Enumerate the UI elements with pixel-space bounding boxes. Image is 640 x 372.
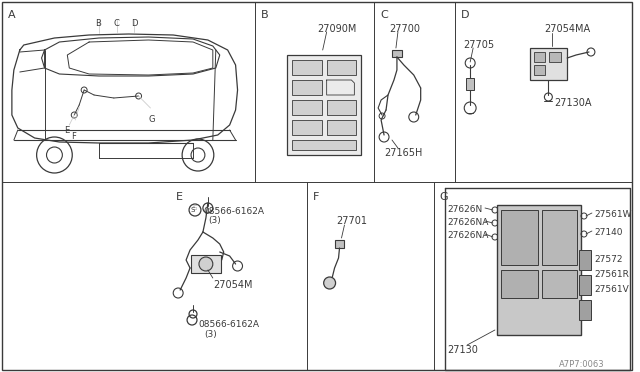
Bar [543, 270, 577, 298]
Text: 27626N: 27626N [447, 205, 483, 214]
Text: G: G [440, 192, 448, 202]
Text: 27561R: 27561R [594, 270, 628, 279]
Text: G: G [148, 115, 155, 124]
Bar [529, 48, 567, 80]
Text: C: C [380, 10, 388, 20]
Text: E: E [176, 192, 183, 202]
Text: (3): (3) [208, 216, 221, 225]
Text: 27572: 27572 [594, 255, 623, 264]
Text: 27140: 27140 [594, 228, 623, 237]
Text: 08566-6162A: 08566-6162A [203, 207, 264, 216]
Text: S: S [191, 207, 195, 213]
Text: 27700: 27700 [389, 24, 420, 34]
Text: A: A [8, 10, 15, 20]
Bar [501, 270, 538, 298]
Bar [335, 240, 344, 248]
Text: C: C [114, 19, 120, 28]
Text: 27165H: 27165H [384, 148, 422, 158]
Bar [534, 52, 545, 62]
Bar [292, 120, 322, 135]
Bar [191, 255, 221, 273]
Bar [466, 78, 474, 90]
Text: 08566-6162A: 08566-6162A [198, 320, 259, 329]
Bar [534, 65, 545, 75]
Bar [287, 55, 362, 155]
Bar [292, 60, 322, 75]
Text: A7P7:0063: A7P7:0063 [559, 360, 605, 369]
Bar [579, 250, 591, 270]
Text: (3): (3) [204, 330, 217, 339]
Polygon shape [20, 50, 45, 72]
Text: 27054M: 27054M [213, 280, 252, 290]
Polygon shape [67, 40, 213, 75]
Bar [497, 205, 581, 335]
Bar [326, 60, 356, 75]
Circle shape [199, 257, 213, 271]
Bar [326, 120, 356, 135]
Text: 27130: 27130 [447, 345, 478, 355]
Bar [579, 275, 591, 295]
Text: 27130A: 27130A [554, 98, 592, 108]
Text: F: F [71, 132, 76, 141]
Text: 27090M: 27090M [317, 24, 356, 34]
Bar [543, 210, 577, 265]
Text: S: S [193, 205, 197, 211]
Text: 27705: 27705 [463, 40, 494, 50]
Text: 27054MA: 27054MA [545, 24, 591, 34]
Text: 27561W: 27561W [594, 210, 632, 219]
Bar [392, 50, 402, 57]
Text: B: B [95, 19, 101, 28]
Bar [292, 80, 322, 95]
Bar [326, 100, 356, 115]
Circle shape [324, 277, 335, 289]
Text: 27626NA: 27626NA [447, 218, 489, 227]
Text: F: F [313, 192, 319, 202]
Text: B: B [261, 10, 269, 20]
Text: 27626NA: 27626NA [447, 231, 489, 240]
Text: E: E [65, 126, 70, 135]
Bar [579, 300, 591, 320]
Text: D: D [131, 19, 137, 28]
Text: S: S [193, 205, 197, 211]
Bar [292, 100, 322, 115]
Text: D: D [461, 10, 470, 20]
Text: 27701: 27701 [337, 216, 367, 226]
Text: 27561V: 27561V [594, 285, 628, 294]
Bar [549, 52, 561, 62]
Bar [292, 140, 356, 150]
Bar [501, 210, 538, 265]
